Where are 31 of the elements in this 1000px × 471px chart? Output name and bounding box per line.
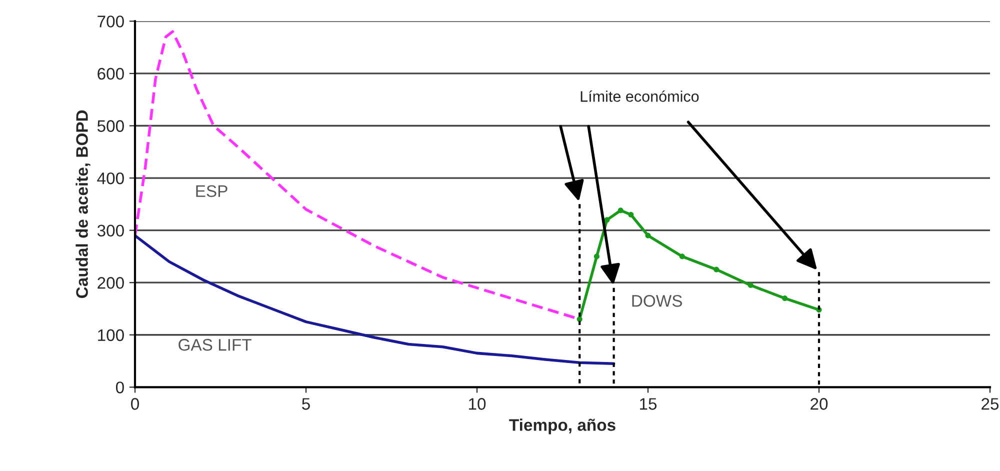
point <box>679 254 685 260</box>
point <box>748 282 754 288</box>
text: DOWS <box>632 295 682 307</box>
x-tick-label: 20 <box>810 398 828 410</box>
y-tick-label: 400 <box>97 172 124 184</box>
point <box>782 296 788 302</box>
y-tick-label: 500 <box>97 120 124 132</box>
point <box>604 217 610 223</box>
x-tick-label: 15 <box>640 398 657 410</box>
y-tick-label: 600 <box>98 68 124 80</box>
x-tick-label: 10 <box>469 398 486 410</box>
x-tick-label: 25 <box>982 398 999 410</box>
y-tick-label: 0 <box>116 382 124 394</box>
y-tick-label: 200 <box>98 277 124 289</box>
point <box>618 208 624 214</box>
x-axis-title: Tiempo, años <box>509 418 616 434</box>
point <box>645 232 651 238</box>
x-tick-label: 0 <box>131 398 139 410</box>
x-tick-label: 5 <box>302 398 310 410</box>
y-axis-title: Caudal de aceite, BOPD <box>76 110 90 298</box>
y-tick-label: 700 <box>98 16 124 28</box>
annotation: Límite económico <box>580 90 699 102</box>
point <box>594 254 600 260</box>
point <box>628 212 634 218</box>
line-series <box>135 234 616 366</box>
y-tick-label: 100 <box>98 329 124 342</box>
point <box>576 316 582 322</box>
y-tick-label: 300 <box>97 224 124 237</box>
text: GAS LIFT <box>178 338 252 351</box>
text: ESP <box>196 185 228 198</box>
point <box>714 266 720 272</box>
